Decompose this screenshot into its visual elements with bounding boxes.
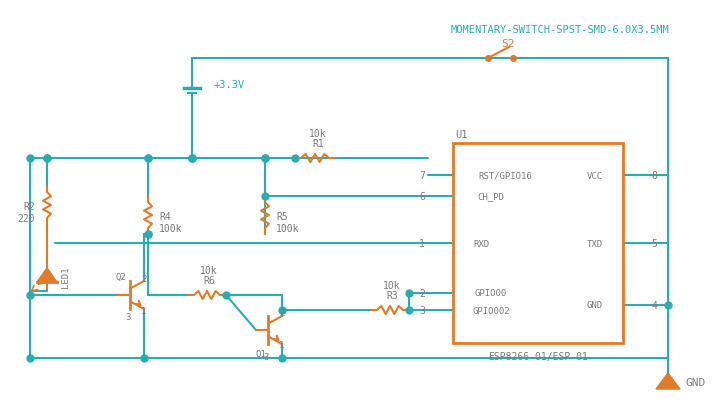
Polygon shape (37, 268, 57, 282)
Text: LED1: LED1 (61, 266, 70, 288)
Bar (453, 143, 623, 343)
Text: 10k: 10k (309, 129, 327, 139)
Text: R4: R4 (159, 212, 171, 222)
Text: 3: 3 (125, 312, 131, 321)
Text: GPIO00: GPIO00 (475, 289, 507, 298)
Text: VCC: VCC (587, 171, 603, 180)
Text: Q2: Q2 (115, 272, 126, 282)
Text: RST/GPIO16: RST/GPIO16 (478, 171, 532, 180)
Text: 8: 8 (651, 171, 657, 181)
Text: MOMENTARY-SWITCH-SPST-SMD-6.0X3.5MM: MOMENTARY-SWITCH-SPST-SMD-6.0X3.5MM (451, 25, 670, 35)
Text: GND: GND (686, 378, 706, 388)
Text: R1: R1 (312, 139, 324, 149)
Text: RXD: RXD (473, 240, 489, 249)
Text: 10k: 10k (200, 266, 218, 276)
Text: 3: 3 (419, 306, 425, 316)
Text: 100k: 100k (276, 224, 300, 234)
Text: 1: 1 (141, 307, 147, 316)
Text: R5: R5 (276, 212, 288, 222)
Text: 100k: 100k (159, 224, 182, 234)
Text: 2: 2 (419, 289, 425, 299)
Text: CH_PD: CH_PD (477, 192, 505, 201)
Text: 4: 4 (651, 301, 657, 311)
Text: ESP8266-01/ESP-01: ESP8266-01/ESP-01 (488, 352, 588, 362)
Text: Q1: Q1 (256, 349, 266, 358)
Text: GPIO002: GPIO002 (472, 307, 510, 316)
Polygon shape (656, 373, 680, 389)
Text: 3: 3 (264, 353, 269, 363)
Text: 2: 2 (141, 275, 147, 284)
Text: 5: 5 (651, 239, 657, 249)
Text: 2: 2 (279, 309, 284, 319)
Text: R3: R3 (386, 291, 398, 301)
Text: U1: U1 (455, 130, 467, 140)
Text: 1: 1 (419, 239, 425, 249)
Text: R6: R6 (203, 276, 215, 286)
Text: 10k: 10k (383, 281, 401, 291)
Text: 7: 7 (419, 171, 425, 181)
Text: TXD: TXD (587, 240, 603, 249)
Text: 6: 6 (419, 192, 425, 202)
Text: 220: 220 (17, 214, 35, 224)
Text: R2: R2 (23, 202, 35, 212)
Text: S2: S2 (502, 39, 516, 49)
Text: 1: 1 (279, 342, 284, 351)
Text: GND: GND (587, 302, 603, 310)
Text: +3.3V: +3.3V (214, 80, 246, 90)
